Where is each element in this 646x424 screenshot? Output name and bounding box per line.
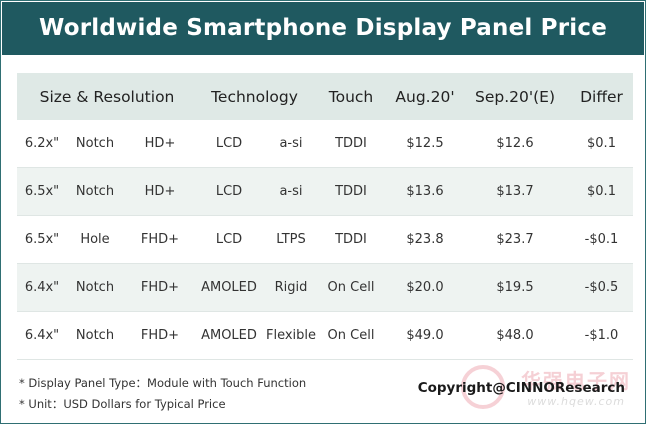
cell-sep-price: $12.6 bbox=[496, 136, 534, 151]
header-differ: Differ bbox=[580, 87, 623, 106]
cell-cutout: Notch bbox=[75, 136, 115, 151]
page-title: Worldwide Smartphone Display Panel Price… bbox=[2, 2, 644, 94]
cell-aug-price: $13.6 bbox=[406, 184, 444, 199]
cell-sep-price: $23.7 bbox=[496, 232, 534, 247]
cell-sep-price: $13.7 bbox=[496, 184, 534, 199]
cell-size: 6.4x" bbox=[24, 328, 60, 343]
cell-resolution: HD+ bbox=[144, 136, 176, 151]
cell-sep-price: $48.0 bbox=[496, 328, 534, 343]
table-row: 6.5x" Notch HD+ LCD a-si TDDI $13.6 $13.… bbox=[17, 168, 633, 216]
cell-aug-price: $49.0 bbox=[406, 328, 444, 343]
cell-technology: AMOLED bbox=[201, 280, 257, 295]
cell-differ: -$0.5 bbox=[584, 280, 619, 295]
cell-touch: On Cell bbox=[327, 280, 375, 295]
price-table: Size & Resolution Technology Touch Aug.2… bbox=[17, 73, 633, 360]
footnote-panel-type: * Display Panel Type：Module with Touch F… bbox=[19, 376, 307, 390]
table-row: 6.2x" Notch HD+ LCD a-si TDDI $12.5 $12.… bbox=[17, 120, 633, 168]
cell-resolution: HD+ bbox=[144, 184, 176, 199]
header-touch: Touch bbox=[328, 87, 374, 106]
header-sep: Sep.20'(E) bbox=[474, 87, 555, 106]
table-row: 6.4x" Notch FHD+ AMOLED Flexible On Cell… bbox=[17, 312, 633, 360]
footnote-unit: * Unit：USD Dollars for Typical Price bbox=[19, 397, 226, 411]
cell-cutout: Notch bbox=[75, 328, 115, 343]
header-size-resolution: Size & Resolution bbox=[39, 87, 175, 106]
cell-aug-price: $20.0 bbox=[406, 280, 444, 295]
cell-differ: $0.1 bbox=[587, 136, 616, 151]
cell-touch: TDDI bbox=[335, 136, 367, 151]
cell-size: 6.4x" bbox=[24, 280, 60, 295]
copyright: Copyright@CINNOResearch bbox=[417, 380, 625, 396]
table-header-row: Size & Resolution Technology Touch Aug.2… bbox=[17, 73, 633, 120]
cell-differ: $0.1 bbox=[587, 184, 616, 199]
cell-substrate: Rigid bbox=[274, 280, 308, 295]
cell-aug-price: $12.5 bbox=[406, 136, 444, 151]
cell-resolution: FHD+ bbox=[140, 280, 180, 295]
cell-cutout: Notch bbox=[75, 184, 115, 199]
cell-technology: LCD bbox=[215, 232, 243, 247]
cell-differ: -$0.1 bbox=[584, 232, 619, 247]
cell-cutout: Hole bbox=[80, 232, 110, 247]
cell-size: 6.5x" bbox=[24, 232, 60, 247]
cell-substrate: a-si bbox=[279, 136, 303, 151]
cell-sep-price: $19.5 bbox=[496, 280, 534, 295]
cell-size: 6.2x" bbox=[24, 136, 60, 151]
cell-aug-price: $23.8 bbox=[406, 232, 444, 247]
cell-size: 6.5x" bbox=[24, 184, 60, 199]
cell-touch: TDDI bbox=[335, 184, 367, 199]
cell-touch: TDDI bbox=[335, 232, 367, 247]
cell-technology: LCD bbox=[215, 136, 243, 151]
cell-technology: LCD bbox=[215, 184, 243, 199]
watermark-url: www.hqew.com bbox=[527, 395, 625, 408]
cell-substrate: a-si bbox=[279, 184, 303, 199]
cell-touch: On Cell bbox=[327, 328, 375, 343]
header-technology: Technology bbox=[211, 87, 298, 106]
cell-substrate: Flexible bbox=[265, 328, 317, 343]
cell-technology: AMOLED bbox=[201, 328, 257, 343]
cell-resolution: FHD+ bbox=[140, 232, 180, 247]
header-aug: Aug.20' bbox=[395, 87, 455, 106]
cell-resolution: FHD+ bbox=[140, 328, 180, 343]
table-row: 6.5x" Hole FHD+ LCD LTPS TDDI $23.8 $23.… bbox=[17, 216, 633, 264]
footnotes: * Display Panel Type：Module with Touch F… bbox=[19, 373, 306, 415]
cell-differ: -$1.0 bbox=[584, 328, 619, 343]
cell-substrate: LTPS bbox=[276, 232, 306, 247]
cell-cutout: Notch bbox=[75, 280, 115, 295]
table-row: 6.4x" Notch FHD+ AMOLED Rigid On Cell $2… bbox=[17, 264, 633, 312]
